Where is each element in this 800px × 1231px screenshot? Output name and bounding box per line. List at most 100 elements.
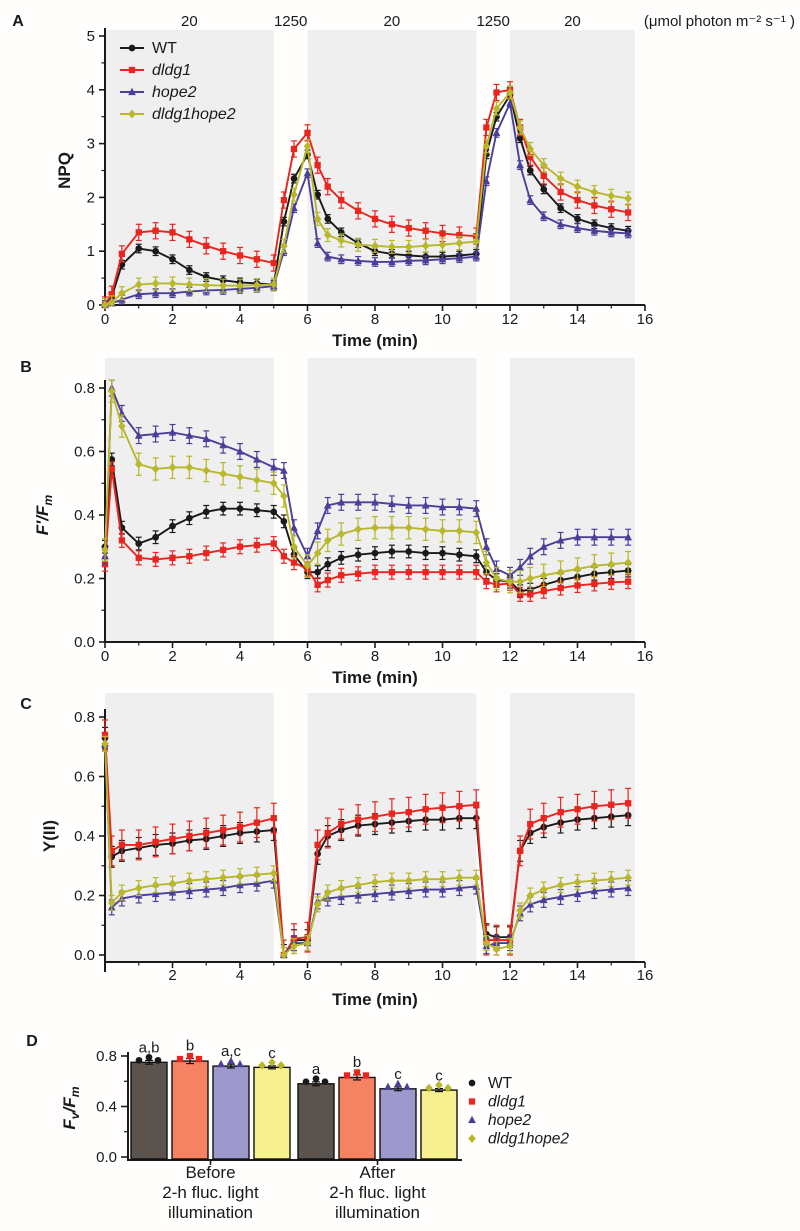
data-point-hope2 [337, 892, 346, 901]
data-point-WT [422, 549, 429, 557]
replicate-point-hope2 [236, 1059, 244, 1068]
data-point-WT [169, 522, 176, 530]
data-point-hope2 [151, 288, 160, 297]
x-tick-label: 16 [637, 648, 654, 665]
data-point-dldg1 [473, 569, 480, 576]
data-point-dldg1 [169, 554, 176, 562]
data-point-dldg1hope2 [624, 194, 632, 203]
x-tick-label: 12 [502, 311, 519, 328]
data-point-dldg1 [557, 188, 564, 196]
bar-WT-before: a,b [130, 1039, 168, 1160]
y-tick-label: 0.8 [74, 380, 95, 397]
y-tick-label: 0.4 [74, 507, 95, 524]
data-point-hope2 [482, 542, 491, 550]
data-point-dldg1hope2 [303, 938, 312, 948]
data-point-hope2 [388, 499, 396, 508]
x-tick-label: 6 [303, 311, 311, 328]
data-point-dldg1hope2 [516, 577, 524, 587]
data-point-dldg1 [557, 809, 564, 816]
data-point-dldg1hope2 [269, 868, 278, 878]
data-point-dldg1hope2 [438, 240, 447, 250]
data-point-dldg1 [527, 153, 534, 161]
x-tick-label: 8 [371, 648, 379, 665]
data-point-dldg1 [290, 145, 298, 153]
data-point-dldg1hope2 [303, 141, 312, 151]
data-point-dldg1 [354, 570, 362, 577]
data-point-dldg1hope2 [168, 279, 177, 288]
x-tick-label: 14 [569, 648, 586, 665]
data-point-dldg1 [371, 215, 379, 223]
data-point-hope2 [337, 255, 346, 263]
data-point-dldg1 [591, 580, 598, 588]
data-point-dldg1 [527, 820, 534, 828]
data-point-WT [135, 245, 143, 252]
data-point-WT [574, 215, 581, 223]
data-point-hope2 [151, 889, 160, 898]
data-point-dldg1hope2 [107, 898, 116, 908]
replicate-point-WT [302, 1078, 310, 1086]
data-point-dldg1 [324, 576, 331, 584]
significance-letter: b [353, 1054, 361, 1071]
data-point-WT [472, 552, 480, 560]
y-tick-label: 4 [87, 82, 95, 99]
data-point-hope2 [185, 886, 194, 895]
data-point-dldg1 [405, 809, 412, 816]
data-point-dldg1 [280, 553, 288, 560]
panel-d-axes: 0.0 0.4 0.8 [96, 1048, 462, 1166]
bar [130, 1061, 168, 1160]
y-tick-label: 1 [87, 243, 95, 260]
bar [338, 1076, 376, 1160]
data-point-hope2 [438, 255, 447, 263]
data-point-dldg1hope2 [506, 941, 514, 951]
data-point-hope2 [354, 498, 362, 506]
data-point-hope2 [134, 431, 143, 439]
light-intensity-label: 1250 [476, 13, 509, 30]
data-point-dldg1 [108, 291, 115, 298]
data-point-dldg1 [516, 591, 524, 598]
data-point-dldg1 [540, 815, 547, 822]
x-tick-label: 2 [168, 311, 176, 328]
data-point-dldg1hope2 [573, 877, 582, 887]
panel-letter-c: C [20, 696, 32, 713]
data-point-hope2 [168, 288, 177, 297]
data-point-hope2 [280, 466, 288, 474]
data-point-dldg1 [473, 801, 480, 808]
data-point-dldg1hope2 [290, 941, 298, 951]
data-point-dldg1 [540, 588, 547, 595]
triangle-icon [468, 1115, 476, 1124]
data-point-dldg1hope2 [323, 888, 332, 897]
data-point-dldg1 [388, 810, 396, 817]
data-point-WT [152, 247, 159, 255]
data-point-hope2 [421, 256, 430, 264]
y-tick-label: 0.8 [96, 1048, 117, 1065]
group-label-line: illumination [168, 1203, 253, 1222]
data-point-hope2 [337, 498, 346, 506]
data-point-dldg1hope2 [421, 524, 430, 534]
data-point-hope2 [438, 502, 447, 511]
data-point-dldg1 [236, 823, 244, 831]
triangle-icon [128, 87, 136, 96]
legend-label: dldg1hope2 [152, 106, 236, 123]
data-point-dldg1 [624, 209, 632, 216]
data-point-dldg1hope2 [202, 280, 211, 290]
x-tick-label: 16 [637, 967, 654, 984]
data-point-dldg1 [527, 591, 534, 598]
data-point-WT [526, 167, 534, 174]
data-point-dldg1 [516, 847, 524, 855]
data-point-dldg1 [108, 847, 115, 855]
data-point-dldg1 [354, 816, 362, 823]
data-point-dldg1hope2 [185, 280, 194, 289]
data-point-dldg1 [152, 227, 159, 234]
group-label-line: illumination [335, 1203, 420, 1222]
data-point-dldg1 [270, 259, 277, 267]
data-point-hope2 [590, 886, 599, 895]
data-point-dldg1hope2 [539, 570, 548, 580]
legend-label: WT [152, 40, 177, 57]
replicate-point-dldg1hope2 [277, 1061, 285, 1070]
data-point-dldg1hope2 [202, 466, 211, 475]
data-point-hope2 [455, 883, 464, 892]
data-point-hope2 [290, 203, 298, 212]
data-point-dldg1 [608, 801, 615, 808]
data-point-hope2 [202, 434, 211, 442]
data-point-dldg1 [203, 549, 210, 557]
